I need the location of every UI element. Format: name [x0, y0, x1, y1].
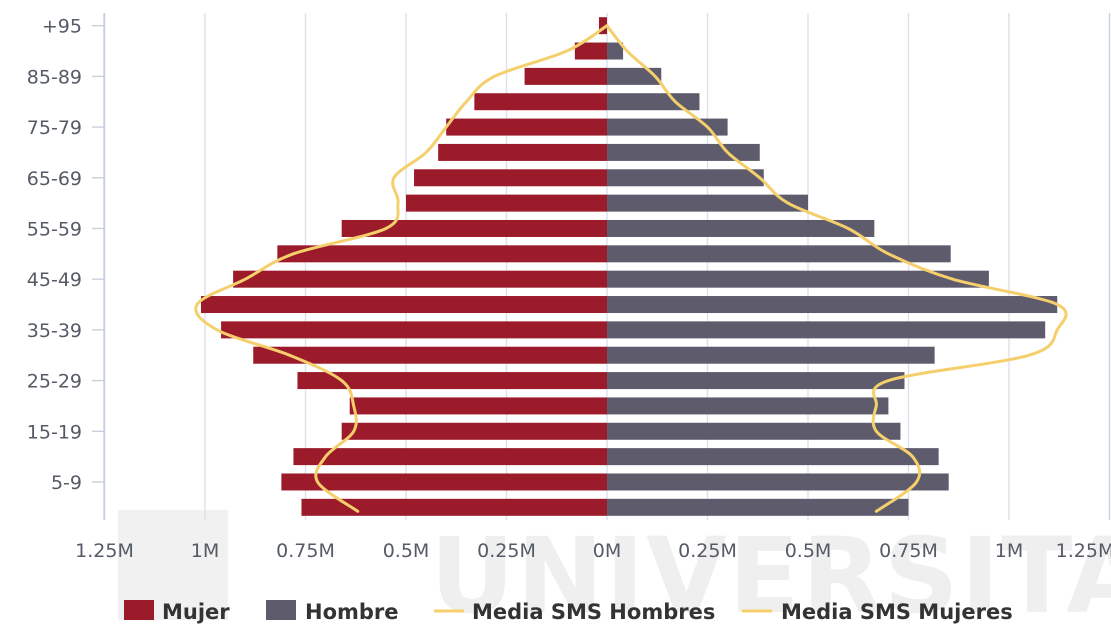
line-media-sms-mujeres	[194, 24, 609, 513]
y-tick-label: 35-39	[27, 320, 82, 342]
bar-mujer-60-64	[406, 194, 607, 212]
bar-mujer-40-44	[200, 296, 608, 314]
legend-label: Hombre	[305, 600, 399, 624]
x-tick-label: 1M	[995, 540, 1023, 562]
bar-mujer-80-84	[474, 93, 607, 111]
bar-hombre-40-44	[607, 296, 1058, 314]
x-tick-label: 0M	[593, 540, 621, 562]
x-tick-label: 0.5M	[383, 540, 430, 562]
bar-hombre-0-4	[607, 498, 909, 516]
bar-hombre-50-54	[607, 245, 951, 263]
watermark-text: UNIVERSITAS	[430, 515, 1111, 624]
legend-swatch	[266, 600, 296, 620]
bar-hombre-80-84	[607, 93, 700, 111]
bar-mujer-20-24	[349, 397, 607, 415]
bar-hombre-35-39	[607, 321, 1046, 339]
bar-mujer-45-49	[233, 270, 607, 288]
legend-label: Media SMS Mujeres	[781, 600, 1013, 624]
bar-hombre-15-19	[607, 422, 901, 440]
y-tick-label: 45-49	[27, 269, 82, 291]
watermark: UNIVERSITAS	[118, 510, 1111, 624]
bar-mujer-25-29	[297, 372, 607, 390]
bars	[200, 17, 1058, 516]
bar-mujer-5-9	[281, 473, 607, 491]
bar-mujer-55-59	[341, 219, 607, 237]
bar-mujer-10-14	[293, 448, 607, 466]
bar-hombre-30-34	[607, 346, 935, 364]
bar-hombre-90-94	[607, 42, 624, 60]
legend-item-mujer[interactable]: Mujer	[124, 600, 230, 624]
bar-hombre-25-29	[607, 372, 905, 390]
average-lines	[194, 24, 1068, 513]
bar-hombre-65-69	[607, 169, 764, 187]
bar-hombre-60-64	[607, 194, 808, 212]
bar-hombre-85-89	[607, 67, 662, 85]
y-tick-label: 55-59	[27, 218, 82, 240]
bar-mujer-50-54	[277, 245, 607, 263]
y-tick-label: 5-9	[51, 472, 82, 494]
bar-hombre-45-49	[607, 270, 989, 288]
grid-lines	[103, 13, 1111, 520]
y-tick-label: 15-19	[27, 421, 82, 443]
bar-hombre-20-24	[607, 397, 889, 415]
legend-label: Mujer	[162, 600, 230, 624]
bar-hombre-70-74	[607, 143, 760, 161]
y-tick-label: 25-29	[27, 371, 82, 393]
bar-mujer-0-4	[301, 498, 607, 516]
x-tick-label: 0.5M	[785, 540, 832, 562]
bar-mujer-65-69	[414, 169, 607, 187]
bar-mujer-90-94	[574, 42, 607, 60]
axes: +95 85-89 75-79 65-69 55-59 45-49 35-39 25-29 15…	[27, 13, 1111, 562]
line-media-sms-hombres	[605, 24, 1068, 513]
bar-hombre-75-79	[607, 118, 728, 136]
x-tick-label: 1.25M	[1056, 540, 1111, 562]
legend-swatch	[124, 600, 154, 620]
x-tick-label: 0.25M	[477, 540, 536, 562]
bar-mujer-85-89	[524, 67, 607, 85]
legend-label: Media SMS Hombres	[472, 600, 715, 624]
legend-item-media-sms-hombres[interactable]: Media SMS Hombres	[434, 600, 715, 624]
bar-mujer-35-39	[221, 321, 607, 339]
legend-item-media-sms-mujeres[interactable]: Media SMS Mujeres	[742, 600, 1013, 624]
bar-hombre-5-9	[607, 473, 949, 491]
x-tick-label: 0.75M	[879, 540, 938, 562]
x-tick-label: 0.75M	[276, 540, 335, 562]
bar-mujer-+95	[598, 17, 607, 35]
x-tick-label: 0.25M	[678, 540, 737, 562]
bar-mujer-30-34	[253, 346, 608, 364]
bar-hombre-55-59	[607, 219, 875, 237]
x-tick-label: 1M	[191, 540, 219, 562]
legend-item-hombre[interactable]: Hombre	[266, 600, 399, 624]
x-tick-label: 1.25M	[75, 540, 134, 562]
bar-hombre-10-14	[607, 448, 939, 466]
bar-mujer-70-74	[438, 143, 607, 161]
y-tick-label: 85-89	[27, 66, 82, 88]
bar-mujer-15-19	[341, 422, 607, 440]
y-tick-label: 75-79	[27, 117, 82, 139]
y-tick-label: 65-69	[27, 168, 82, 190]
legend: Mujer Hombre Media SMS Hombres Media SMS Mu…	[124, 600, 1013, 624]
bar-mujer-75-79	[446, 118, 607, 136]
y-tick-label: +95	[42, 16, 82, 38]
